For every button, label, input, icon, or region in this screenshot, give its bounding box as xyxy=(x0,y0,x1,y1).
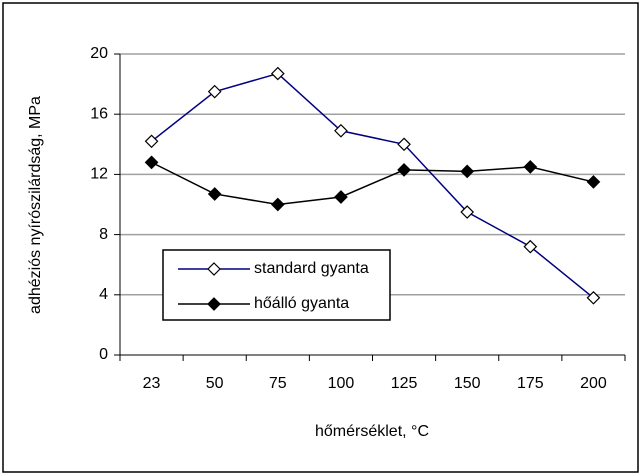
x-tick-label: 23 xyxy=(143,375,161,392)
marker xyxy=(334,190,348,204)
marker xyxy=(397,137,411,152)
x-axis-label: hőmérséklet, °C xyxy=(315,423,429,440)
y-tick-label: 20 xyxy=(90,45,108,62)
marker xyxy=(460,205,475,219)
y-tick-label: 4 xyxy=(99,286,108,303)
marker xyxy=(270,66,285,81)
y-axis-label: adhéziós nyírószilárdság, MPa xyxy=(27,96,44,314)
y-tick-label: 12 xyxy=(90,166,108,183)
marker xyxy=(207,84,222,99)
x-tick-label: 75 xyxy=(269,375,287,392)
y-tick-label: 0 xyxy=(99,346,108,363)
legend-box xyxy=(162,249,391,321)
x-tick-label: 100 xyxy=(328,375,355,392)
marker xyxy=(586,290,601,305)
series-line xyxy=(151,72,594,299)
legend-marker xyxy=(207,262,221,276)
x-tick-label: 50 xyxy=(206,375,224,392)
x-tick-label: 125 xyxy=(391,375,418,392)
marker xyxy=(207,187,222,201)
marker xyxy=(144,134,159,149)
legend-label: standard gyanta xyxy=(254,260,369,277)
x-tick-label: 175 xyxy=(517,375,544,392)
legend-label: hőálló gyanta xyxy=(254,295,349,312)
y-tick-label: 8 xyxy=(99,226,108,243)
marker xyxy=(334,123,348,138)
marker xyxy=(144,155,159,170)
marker xyxy=(270,197,285,212)
marker xyxy=(397,163,411,177)
marker xyxy=(460,164,475,179)
legend-marker xyxy=(207,297,221,311)
marker xyxy=(523,160,538,174)
series-line xyxy=(151,161,594,206)
marker xyxy=(586,175,601,189)
x-tick-label: 200 xyxy=(580,375,607,392)
y-tick-label: 16 xyxy=(90,105,108,122)
x-tick-label: 150 xyxy=(454,375,481,392)
marker xyxy=(523,239,538,254)
